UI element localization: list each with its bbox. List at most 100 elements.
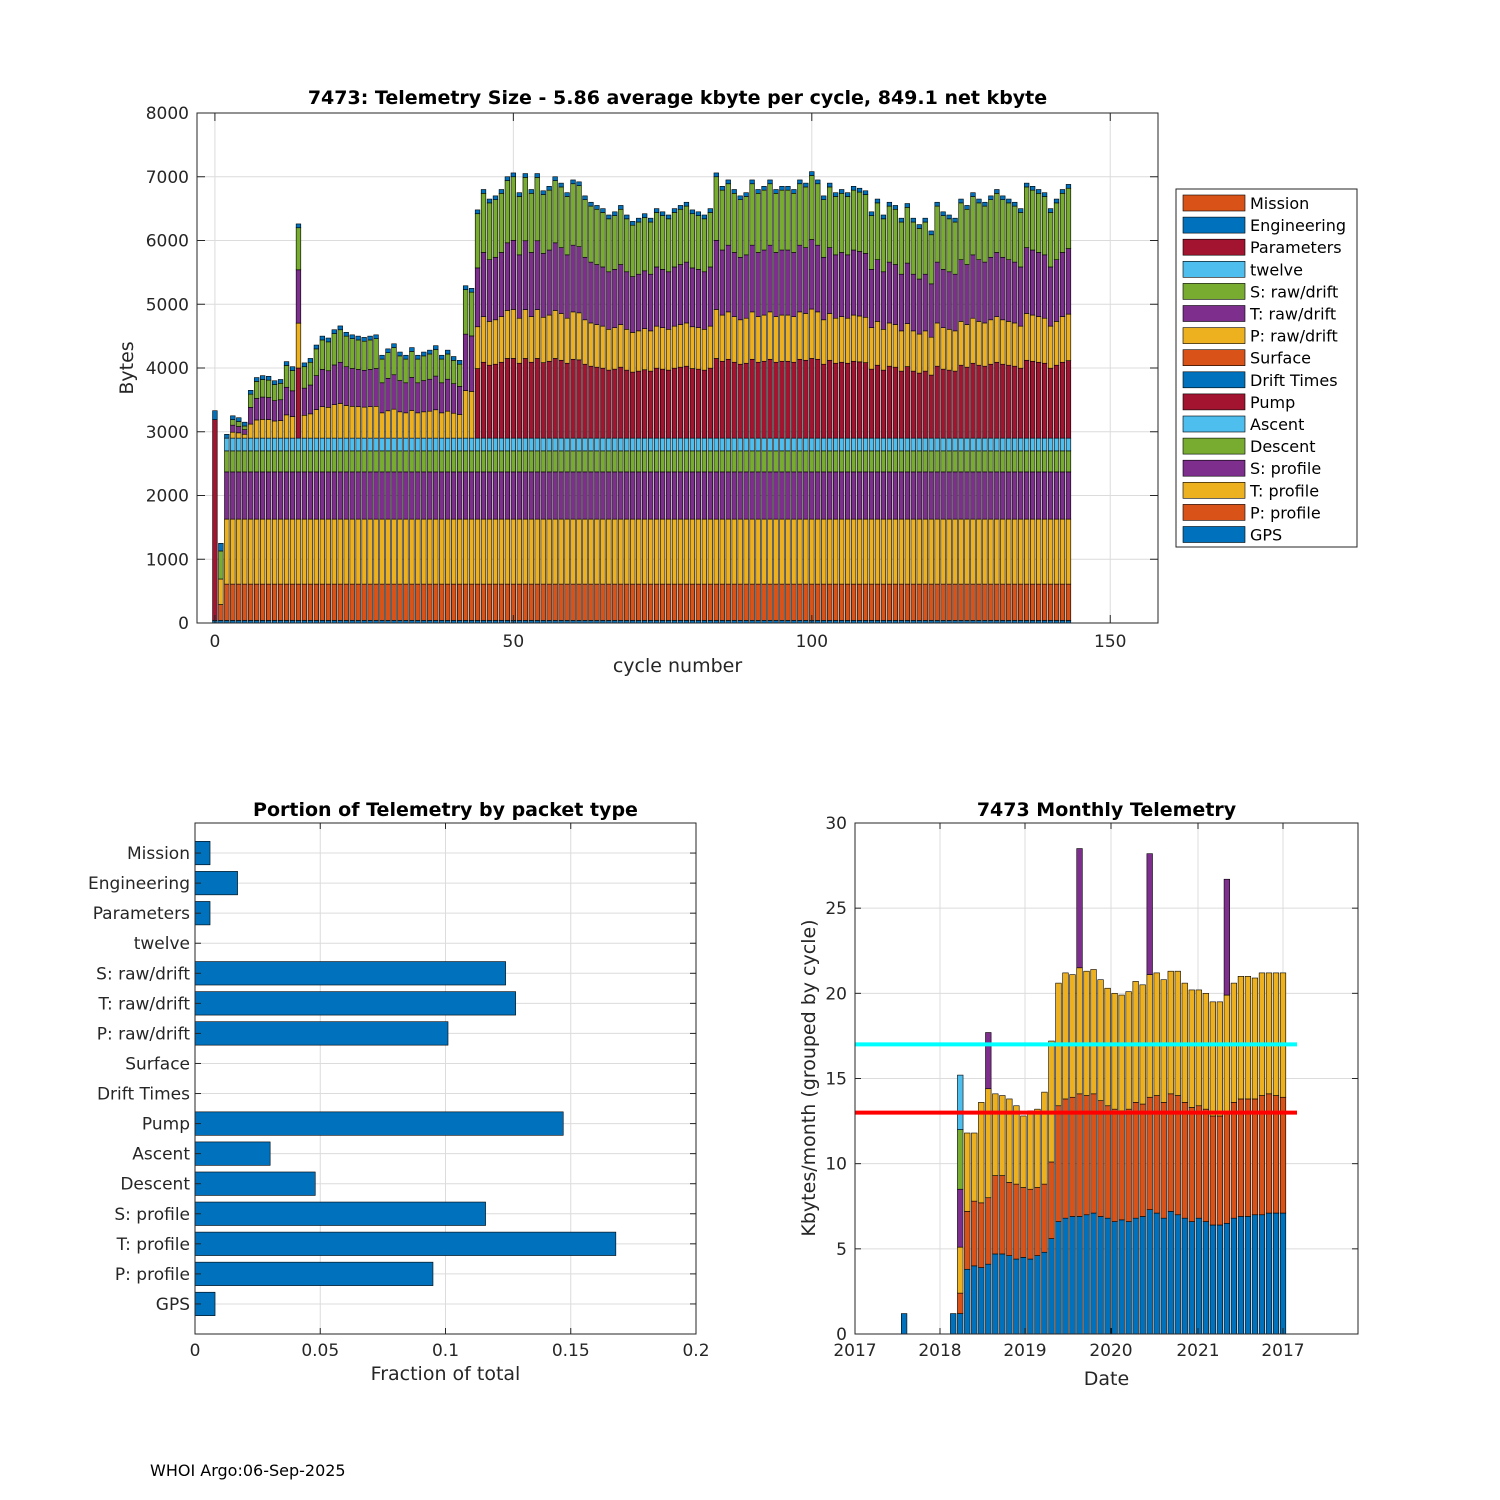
bar-segment	[1047, 367, 1054, 439]
bar-segment	[576, 437, 582, 452]
bar-segment	[331, 333, 337, 366]
bar-segment	[546, 518, 552, 585]
bar-segment	[588, 201, 594, 207]
bar-segment	[504, 437, 511, 452]
bar-segment	[510, 450, 516, 473]
bar-segment	[1048, 1161, 1055, 1239]
bar-segment	[922, 437, 928, 452]
bar-segment	[528, 583, 534, 621]
bar-segment	[815, 358, 821, 439]
legend-label: S: raw/drift	[1250, 282, 1338, 301]
bar-segment	[558, 247, 564, 314]
bar-segment	[474, 471, 481, 520]
bar-segment	[689, 450, 696, 473]
bar-segment	[457, 518, 463, 585]
bar-segment	[439, 583, 445, 621]
bar-segment	[856, 191, 863, 252]
bar-segment	[242, 518, 248, 585]
bar-segment	[916, 224, 922, 229]
bar-segment	[928, 583, 934, 621]
bar-segment	[379, 358, 385, 384]
bar-segment	[498, 193, 505, 253]
bar-segment	[988, 363, 994, 439]
bar-segment	[230, 450, 236, 473]
bar	[194, 1111, 564, 1136]
bar-segment	[1118, 994, 1125, 1112]
bar-segment	[1041, 450, 1048, 473]
bar-segment	[307, 583, 314, 621]
bar-segment	[683, 437, 690, 452]
bar-segment	[248, 393, 254, 408]
bar-segment	[624, 271, 630, 330]
bar-segment	[236, 437, 242, 452]
bar-segment	[1035, 450, 1042, 473]
bar-segment	[648, 583, 654, 621]
bar-segment	[957, 1246, 964, 1294]
bar-segment	[474, 450, 481, 473]
bar-segment	[695, 269, 702, 329]
bar-segment	[642, 217, 648, 272]
bar-segment	[1012, 471, 1018, 520]
bar-segment	[236, 518, 242, 585]
bar-segment	[516, 196, 522, 256]
bar-segment	[677, 208, 684, 265]
bar-segment	[1024, 247, 1030, 314]
legend-label: GPS	[1250, 526, 1282, 545]
bar-segment	[1000, 195, 1006, 201]
bar-segment	[719, 437, 725, 452]
legend-swatch	[1182, 216, 1246, 234]
bar-segment	[1048, 1040, 1055, 1163]
bar-segment	[844, 437, 851, 452]
bar-segment	[1065, 360, 1072, 439]
bar-segment	[976, 518, 982, 585]
bar-segment	[839, 316, 845, 363]
legend-swatch	[1182, 437, 1246, 455]
bar-segment	[313, 450, 320, 473]
bar-segment	[1258, 972, 1266, 1096]
bar-segment	[474, 213, 481, 269]
bar-segment	[337, 403, 343, 439]
bar-segment	[271, 583, 278, 621]
y-tick-label: 0	[836, 1325, 847, 1345]
bar-segment	[988, 583, 994, 621]
bar-segment	[856, 361, 863, 439]
bar-segment	[803, 359, 809, 439]
bar-segment	[695, 211, 702, 216]
bar-segment	[677, 324, 684, 368]
bar-segment	[737, 256, 743, 321]
y-tick-label: 15	[825, 1070, 847, 1090]
bar-segment	[1006, 1182, 1013, 1256]
bar-segment	[254, 450, 260, 473]
bar-segment	[1000, 199, 1006, 258]
bar-segment	[486, 471, 493, 520]
bar-segment	[319, 339, 325, 370]
bar-segment	[886, 450, 893, 473]
bar-segment	[451, 437, 457, 452]
bar-segment	[600, 518, 606, 585]
bar-segment	[427, 353, 433, 380]
bar-segment	[618, 264, 624, 325]
bar-segment	[797, 518, 803, 585]
bar-segment	[809, 518, 815, 585]
bar-segment	[839, 471, 845, 520]
bar-segment	[540, 518, 546, 585]
bar-segment	[486, 259, 493, 322]
bar-segment	[749, 358, 755, 439]
bar-segment	[916, 228, 922, 280]
bar-segment	[982, 471, 988, 520]
bar-segment	[725, 179, 731, 185]
bar-segment	[242, 425, 248, 430]
bar-segment	[343, 335, 349, 368]
bar-segment	[409, 377, 415, 411]
bar-segment	[815, 437, 821, 452]
legend-label: Drift Times	[1250, 371, 1338, 390]
bar-segment	[1153, 1212, 1160, 1335]
bar-segment	[1020, 1187, 1027, 1258]
bar-segment	[301, 387, 308, 416]
bar-segment	[582, 195, 588, 201]
bar-segment	[1209, 1115, 1216, 1226]
bar-segment	[439, 354, 445, 360]
bar-segment	[958, 471, 964, 520]
bar-segment	[821, 471, 827, 520]
